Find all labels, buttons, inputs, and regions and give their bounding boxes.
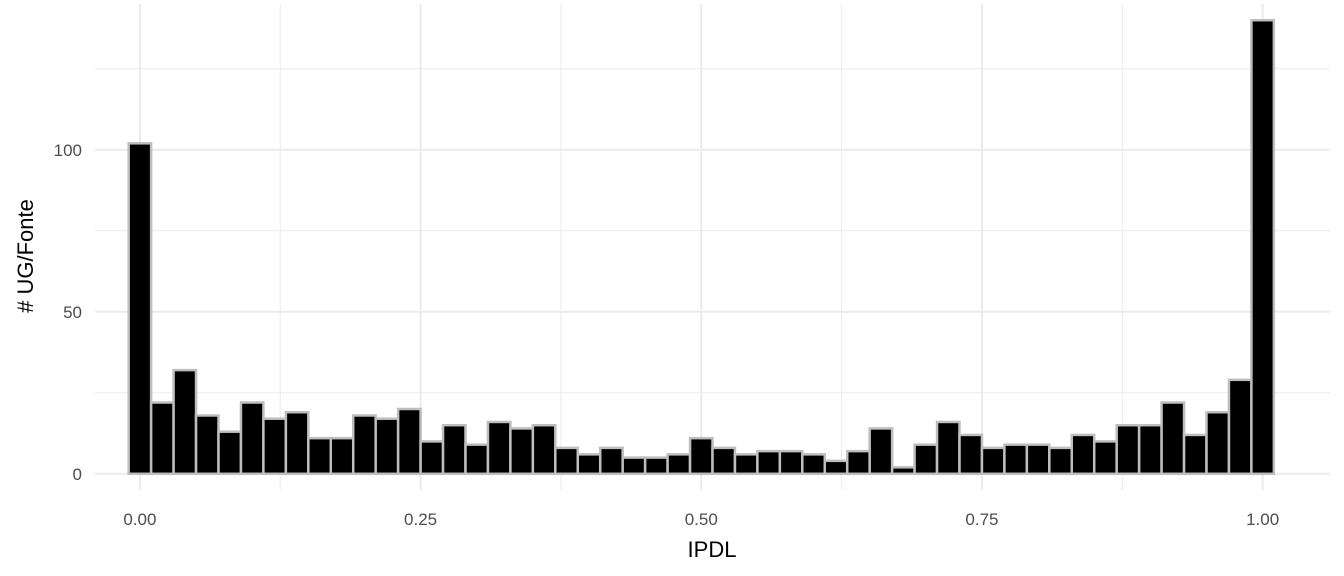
histogram-bar (531, 423, 557, 476)
histogram-bar (958, 433, 984, 476)
histogram-bar (1025, 443, 1051, 476)
histogram-bar (307, 436, 333, 476)
histogram-bar (419, 440, 445, 476)
x-tick-label: 0.00 (123, 510, 156, 529)
x-tick-label: 0.75 (965, 510, 998, 529)
histogram-bar (576, 453, 602, 476)
y-tick-label: 0 (73, 465, 82, 484)
histogram-bar (149, 401, 175, 476)
y-axis-tick-labels: 0 50 100 (54, 141, 82, 484)
x-axis-tick-labels: 0.00 0.25 0.50 0.75 1.00 (123, 510, 1279, 529)
histogram-bars (127, 18, 1276, 476)
histogram-bar (1048, 446, 1074, 476)
histogram-bar (935, 420, 961, 476)
histogram-bar (1182, 433, 1208, 476)
histogram-bar (351, 414, 377, 476)
histogram-bar (464, 443, 490, 476)
histogram-bar (823, 459, 849, 476)
histogram-bar (643, 456, 669, 476)
histogram-bar (374, 417, 400, 476)
histogram-bar (1003, 443, 1029, 476)
histogram-bar (486, 420, 512, 476)
histogram-bar (509, 427, 535, 476)
histogram-bar (239, 401, 265, 476)
x-tick-label: 0.50 (685, 510, 718, 529)
histogram-bar (890, 466, 916, 476)
histogram-bar (801, 453, 827, 476)
histogram-bar (1092, 440, 1118, 476)
histogram-bar (1137, 423, 1163, 476)
histogram-bar (733, 453, 759, 476)
histogram-bar (1227, 378, 1253, 476)
histogram-bar (1160, 401, 1186, 476)
histogram-bar (688, 436, 714, 476)
y-axis-title: # UG/Fonte (13, 199, 38, 313)
x-tick-label: 0.25 (404, 510, 437, 529)
histogram-bar (172, 368, 198, 476)
x-tick-label: 1.00 (1246, 510, 1279, 529)
histogram-bar (127, 142, 153, 476)
histogram-bar (262, 417, 288, 476)
histogram-bar (1070, 433, 1096, 476)
histogram-bar (217, 430, 243, 476)
histogram-bar (598, 446, 624, 476)
histogram-bar (868, 427, 894, 476)
histogram-bar (284, 410, 310, 476)
y-tick-label: 50 (63, 303, 82, 322)
histogram-bar (554, 446, 580, 476)
histogram-bar (1115, 423, 1141, 476)
histogram-bar (396, 407, 422, 476)
histogram-bar (913, 443, 939, 476)
histogram-bar (329, 436, 355, 476)
histogram-bar (756, 449, 782, 476)
histogram-bar (666, 453, 692, 476)
y-tick-label: 100 (54, 141, 82, 160)
histogram-bar (441, 423, 467, 476)
histogram-bar (778, 449, 804, 476)
grid-lines (95, 4, 1330, 490)
histogram-bar (1250, 18, 1276, 476)
histogram-bar (621, 456, 647, 476)
histogram-bar (711, 446, 737, 476)
histogram-bar (1205, 410, 1231, 476)
histogram-bar (194, 414, 220, 476)
histogram-bar (845, 449, 871, 476)
x-axis-title: IPDL (688, 537, 737, 562)
histogram-bar (980, 446, 1006, 476)
